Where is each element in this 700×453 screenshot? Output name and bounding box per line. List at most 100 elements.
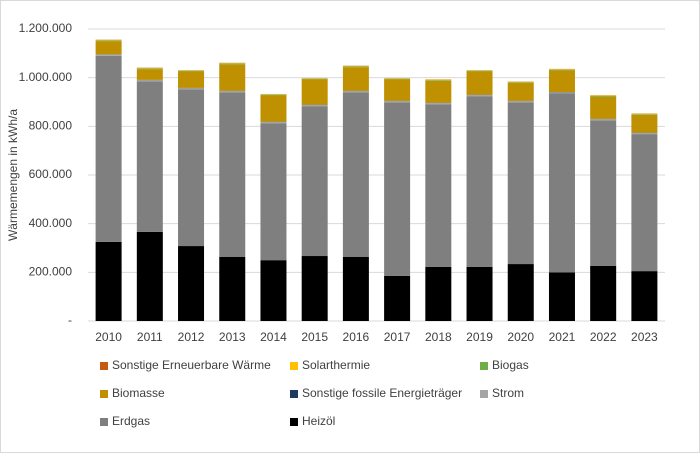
bar-segment <box>384 78 411 80</box>
bar-segment <box>178 246 205 321</box>
legend-swatch <box>290 362 298 370</box>
bar-segment <box>95 54 122 56</box>
bar-segment <box>507 83 534 101</box>
y-tick-label: 800.000 <box>29 119 73 133</box>
bar-segment <box>136 81 163 232</box>
bar-segment <box>548 70 575 93</box>
legend-label: Sonstige Erneuerbare Wärme <box>112 358 271 372</box>
x-tick-label: 2022 <box>590 330 617 344</box>
legend-swatch <box>100 390 108 398</box>
bar-segment <box>301 106 328 257</box>
legend-swatch <box>100 362 108 370</box>
bar-segment <box>548 93 575 273</box>
bar-segment <box>384 102 411 276</box>
bar-segment <box>631 134 658 272</box>
bar-segment <box>260 94 287 96</box>
bar-segment <box>507 264 534 321</box>
bar-segment <box>384 79 411 101</box>
bar-segment <box>95 241 122 321</box>
bar-segment <box>301 256 328 321</box>
bar-segment <box>95 41 122 55</box>
bar-segment <box>548 272 575 321</box>
bar-segment <box>631 271 658 321</box>
bar-segment <box>466 71 493 95</box>
legend-label: Erdgas <box>112 414 150 428</box>
y-tick-label: 1.000.000 <box>19 70 73 84</box>
bar-segment <box>590 95 617 97</box>
bar-segment <box>136 69 163 80</box>
x-tick-label: 2011 <box>137 330 163 344</box>
x-tick-label: 2014 <box>260 330 287 344</box>
bar-segment <box>507 101 534 103</box>
legend-label: Strom <box>492 386 524 400</box>
legend-label: Biogas <box>492 358 529 372</box>
legend-label: Heizöl <box>302 414 335 428</box>
bar-segment <box>466 266 493 321</box>
x-tick-label: 2021 <box>549 330 576 344</box>
legend-swatch <box>290 390 298 398</box>
x-tick-label: 2017 <box>384 330 411 344</box>
y-axis-title: Wärmemengen in kWh/a <box>6 109 20 241</box>
bar-segment <box>219 64 246 91</box>
bar-segment <box>219 257 246 321</box>
legend-swatch <box>480 362 488 370</box>
bar-segment <box>342 67 369 91</box>
x-tick-label: 2016 <box>343 330 370 344</box>
legend-swatch <box>100 418 108 426</box>
bar-segment <box>301 79 328 105</box>
x-tick-label: 2020 <box>507 330 534 344</box>
bar-segment <box>260 95 287 122</box>
bar-segment <box>342 91 369 93</box>
bar-segment <box>590 120 617 267</box>
x-tick-label: 2010 <box>95 330 122 344</box>
bar-segment <box>466 96 493 267</box>
bar-segment <box>301 78 328 80</box>
bar-segment <box>260 260 287 321</box>
bar-segment <box>590 119 617 121</box>
x-tick-label: 2012 <box>178 330 205 344</box>
bar-segment <box>425 104 452 267</box>
bar-segment <box>425 266 452 321</box>
legend-label: Sonstige fossile Energieträger <box>302 386 462 400</box>
bar-segment <box>260 121 287 124</box>
y-tick-label: - <box>68 313 72 327</box>
bar-segment <box>425 80 452 103</box>
bar-segment <box>425 102 452 105</box>
legend-label: Biomasse <box>112 386 165 400</box>
bar-segment <box>590 96 617 119</box>
bar-segment <box>178 88 205 90</box>
bar-segment <box>507 82 534 84</box>
x-tick-label: 2023 <box>631 330 658 344</box>
bar-segment <box>95 40 122 42</box>
bar-segment <box>342 257 369 321</box>
y-tick-label: 200.000 <box>29 265 73 279</box>
y-tick-label: 600.000 <box>29 167 73 181</box>
x-tick-label: 2013 <box>219 330 246 344</box>
legend-label: Solarthermie <box>302 358 370 372</box>
bar-segment <box>466 70 493 72</box>
legend-swatch <box>480 390 488 398</box>
bar-segment <box>384 275 411 321</box>
legend-swatch <box>290 418 298 426</box>
bar-segment <box>136 68 163 70</box>
bar-segment <box>590 266 617 321</box>
x-tick-label: 2015 <box>301 330 328 344</box>
bar-segment <box>260 123 287 261</box>
bar-segment <box>178 71 205 88</box>
bar-segment <box>95 55 122 242</box>
bar-segment <box>136 80 163 82</box>
bar-segment <box>178 70 205 72</box>
bar-segment <box>219 63 246 65</box>
bar-segment <box>301 104 328 107</box>
bar-segment <box>631 114 658 133</box>
bar-segment <box>631 132 658 135</box>
y-tick-label: 1.200.000 <box>19 21 73 35</box>
bar-segment <box>548 69 575 71</box>
bar-segment <box>219 92 246 258</box>
x-tick-label: 2019 <box>466 330 493 344</box>
y-tick-label: 400.000 <box>29 216 73 230</box>
bar-segment <box>631 114 658 115</box>
bar-segment <box>219 91 246 93</box>
bar-segment <box>384 101 411 103</box>
